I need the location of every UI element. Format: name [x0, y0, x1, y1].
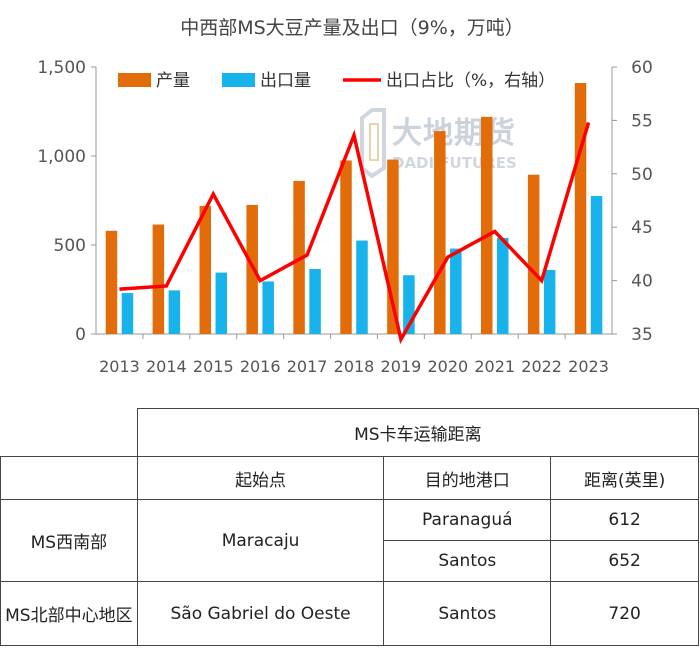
chart-title: 中西部MS大豆产量及出口（9%，万吨） [180, 17, 524, 39]
x-axis: 2013 2014 2015 2016 2017 2018 2019 2020 2021 2022… [96, 333, 612, 376]
production-bar [387, 159, 399, 334]
export-bar [496, 237, 509, 334]
x-tick-label: 2016 [240, 357, 281, 376]
destination-cell: Santos [383, 581, 552, 646]
production-bar [527, 174, 540, 334]
export-bar [590, 196, 603, 334]
distance-table: MS卡车运输距离 起始点 目的地港口 距离(英里) MS西南部 Maracaju… [0, 408, 700, 646]
header-empty-cell [0, 456, 138, 500]
export-bar [215, 272, 228, 334]
export-bar [309, 269, 321, 334]
x-tick-label: 2018 [334, 357, 375, 376]
legend-production-swatch [118, 73, 151, 87]
col-header-distance: 距离(英里) [550, 456, 699, 500]
origin-cell: São Gabriel do Oeste [136, 581, 385, 646]
left-tick-label: 1,500 [37, 58, 86, 78]
region-cell: MS西南部 [0, 499, 138, 582]
production-bar [152, 224, 165, 334]
export-bar [262, 281, 274, 334]
production-bar [480, 116, 493, 334]
production-bar [199, 205, 212, 334]
distance-cell: 720 [550, 581, 699, 646]
export-bar [450, 248, 462, 334]
distance-cell: 612 [550, 499, 699, 541]
watermark-name: 大地期货 [392, 116, 516, 151]
table-corner [0, 408, 138, 457]
export-bar [121, 293, 134, 334]
x-tick-label: 2019 [381, 357, 422, 376]
legend-share-label: 出口占比（%，右轴） [386, 71, 555, 91]
legend-export-swatch [222, 73, 255, 87]
right-tick-label: 50 [631, 165, 653, 185]
export-bar [543, 269, 556, 334]
x-tick-label: 2023 [568, 357, 609, 376]
bars [105, 83, 603, 335]
export-bar [168, 290, 181, 334]
x-tick-label: 2013 [99, 357, 140, 376]
chart: 中西部MS大豆产量及出口（9%，万吨） 大地期货 DADI FUTURES 产量… [37, 17, 653, 376]
x-tick-label: 2015 [193, 357, 234, 376]
production-bar [340, 160, 352, 334]
export-share-line [119, 122, 591, 345]
left-tick-label: 500 [54, 236, 86, 256]
right-tick-label: 60 [631, 58, 653, 78]
right-tick-label: 40 [631, 272, 653, 292]
x-tick-label: 2021 [474, 357, 515, 376]
right-tick-label: 45 [631, 218, 653, 238]
x-tick-label: 2017 [287, 357, 328, 376]
x-tick-label: 2020 [427, 357, 468, 376]
line-series [119, 122, 591, 345]
production-bar [574, 83, 587, 335]
col-header-destination: 目的地港口 [383, 456, 552, 500]
right-tick-label: 55 [631, 111, 653, 131]
legend-production-label: 产量 [156, 71, 190, 91]
left-axis: 0 500 1,000 1,500 [37, 58, 97, 345]
watermark-logo-icon [360, 108, 386, 179]
right-axis: 35 40 45 50 55 60 [611, 58, 653, 345]
legend: 产量 出口量 出口占比（%，右轴） [118, 71, 555, 91]
x-tick-label: 2014 [146, 357, 187, 376]
export-bar [403, 275, 415, 334]
right-tick-label: 35 [631, 325, 653, 345]
left-tick-label: 0 [75, 325, 86, 345]
destination-cell: Santos [383, 540, 552, 582]
export-bar [356, 240, 368, 334]
production-bar [105, 230, 118, 334]
region-cell: MS北部中心地区 [0, 581, 138, 646]
production-bar [434, 131, 446, 334]
x-tick-label: 2022 [521, 357, 562, 376]
destination-cell: Paranaguá [383, 499, 552, 541]
watermark-sub: DADI FUTURES [392, 154, 517, 172]
left-tick-label: 1,000 [37, 147, 86, 167]
distance-cell: 652 [550, 540, 699, 582]
col-header-origin: 起始点 [136, 456, 385, 500]
legend-export-label: 出口量 [260, 71, 311, 91]
origin-cell: Maracaju [136, 499, 385, 582]
table-title: MS卡车运输距离 [136, 408, 700, 457]
